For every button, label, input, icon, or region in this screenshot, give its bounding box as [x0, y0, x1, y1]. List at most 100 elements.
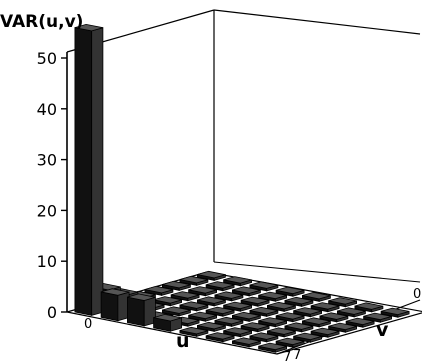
bar-top-face [363, 312, 392, 321]
floor-bar [144, 285, 174, 296]
floor-bar [249, 306, 279, 317]
bar-top-face [188, 286, 217, 294]
bar-top-face [328, 297, 357, 305]
bar-top-face [258, 317, 287, 325]
bar-top-face [197, 321, 226, 330]
floor-bar [240, 322, 270, 333]
floor-outline [66, 271, 422, 355]
data-bar [100, 288, 130, 322]
bar-top-face [267, 327, 296, 335]
bar-top-face [284, 322, 314, 330]
y-axis-label: v [376, 319, 389, 341]
bar-top-face [240, 296, 270, 305]
floor-bar [275, 286, 305, 297]
bar-front-face [127, 296, 145, 327]
floor-bar [310, 302, 340, 313]
bar-top-face [302, 317, 331, 325]
data-bar [74, 23, 104, 316]
bar-top-face [205, 281, 235, 289]
floor-bar [161, 280, 191, 291]
bar-top-face [345, 317, 375, 326]
bar-series [74, 23, 410, 353]
floor-bar [231, 286, 261, 297]
floor-bar [214, 291, 244, 302]
floor-bar [328, 297, 358, 308]
bar-top-face [275, 312, 305, 320]
floor-bar [345, 317, 375, 328]
data-bar [153, 313, 183, 332]
bar-top-face [310, 302, 340, 310]
floor-bar [249, 281, 279, 292]
floor-bar [380, 307, 410, 318]
floor-bar [188, 286, 218, 297]
bar-top-face [162, 280, 191, 289]
floor-bar [240, 296, 270, 307]
bar-top-face [249, 332, 279, 340]
floor-bar [179, 275, 209, 286]
x-tick-label-end: 7 [283, 350, 291, 364]
bar-top-face [380, 307, 410, 316]
floor-bar [275, 312, 305, 323]
bar-top-face [179, 326, 209, 335]
bar-top-face [310, 327, 340, 336]
floor-bar [196, 296, 226, 307]
floor-bar [179, 326, 209, 337]
bar-top-face [214, 291, 244, 299]
bar-top-face [337, 307, 366, 315]
y-tick-label-start: 0 [413, 287, 421, 302]
bar-top-face [249, 281, 279, 289]
bar-top-face [127, 293, 156, 301]
bar-top-face [275, 337, 305, 346]
bar-top-face [144, 285, 174, 294]
bar-top-face [197, 270, 226, 279]
bar-top-face [267, 301, 296, 310]
floor-bar [205, 306, 235, 317]
bar-top-face [188, 311, 217, 320]
z-tick-label: 50 [37, 49, 57, 68]
floor-bar [354, 302, 384, 313]
floor-bar [153, 296, 183, 307]
bar-top-face [179, 301, 209, 309]
bar-top-face [162, 306, 191, 314]
bar-front-face [100, 291, 119, 322]
bar-top-face [293, 332, 322, 341]
floor-bar [249, 332, 279, 343]
bar-top-face [275, 286, 305, 295]
bar-top-face [284, 296, 314, 305]
floor-bar [196, 321, 226, 332]
z-tick-label: 20 [37, 201, 57, 220]
floor-bar [214, 316, 244, 327]
floor-bar [275, 337, 305, 348]
floor-bar [301, 291, 331, 302]
floor-bar [205, 281, 235, 292]
bar-top-face [197, 296, 226, 304]
floor-bar [258, 317, 288, 328]
z-tick-label: 10 [37, 252, 57, 271]
bar-top-face [293, 307, 322, 315]
bar-top-face [240, 322, 270, 330]
floor-bar [301, 317, 331, 328]
floor-bar [196, 270, 226, 281]
bar-top-face [205, 332, 235, 340]
chart-axes: 0 10 20 30 40 50 [37, 9, 422, 355]
bar-top-face [153, 313, 182, 322]
floor-bar [231, 311, 261, 322]
z-axis-label: VAR(u,v) [0, 12, 83, 32]
floor-bar [205, 332, 235, 343]
z-tick-label: 0 [47, 303, 57, 322]
x-tick-label-start: 0 [84, 317, 92, 332]
floor-bar [336, 307, 366, 318]
bar-top-face [232, 337, 261, 345]
bar-top-face [74, 23, 104, 32]
bar-top-face [223, 301, 252, 310]
floor-bar [319, 312, 349, 323]
bar-top-face [170, 291, 200, 299]
bar-top-face [153, 296, 182, 304]
bar-top-face [223, 327, 252, 335]
bar-top-face [249, 306, 279, 315]
back-wall-floor-edge [213, 261, 421, 283]
bar-top-face [354, 302, 384, 310]
floor-bar [266, 327, 296, 338]
bar-front-face [74, 27, 93, 316]
bar-top-face [214, 316, 244, 325]
